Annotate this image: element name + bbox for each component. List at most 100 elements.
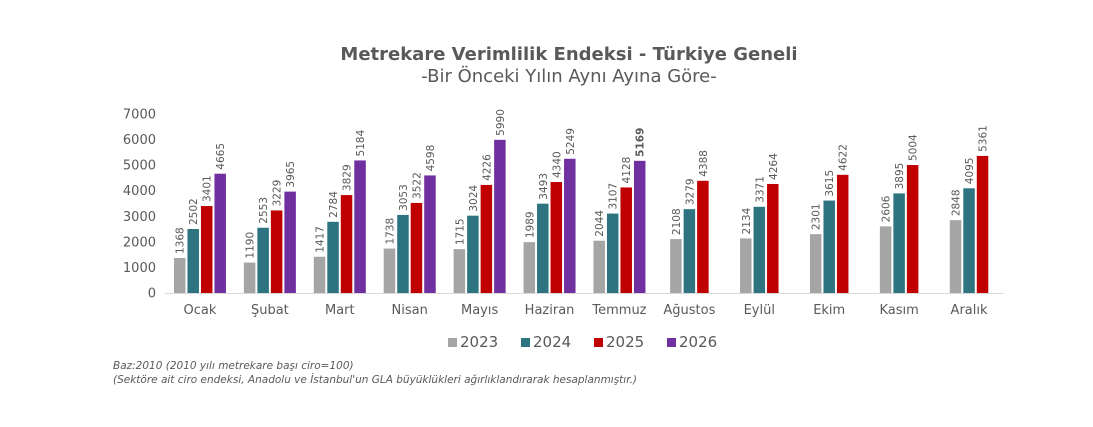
x-tick-label: Nisan — [392, 303, 428, 318]
bar-2024-Kasım — [893, 193, 905, 293]
data-label: 3024 — [468, 185, 480, 212]
bar-2025-Şubat — [270, 210, 283, 293]
y-tick-label: 7000 — [123, 108, 156, 123]
data-label: 5184 — [355, 129, 367, 156]
data-label: 5249 — [565, 128, 577, 155]
data-label: 5169 — [635, 128, 647, 157]
data-label: 4264 — [768, 153, 780, 180]
bar-2024-Şubat — [257, 227, 269, 293]
data-label: 1368 — [175, 227, 187, 254]
bar-2025-Haziran — [550, 182, 563, 293]
bar-2026-Temmuz — [633, 160, 646, 293]
bar-2024-Ocak — [187, 229, 199, 293]
x-tick-label: Mayıs — [461, 303, 498, 318]
legend-label: 2024 — [533, 333, 571, 351]
bar-2023-Aralık — [949, 220, 962, 293]
y-tick-label: 1000 — [123, 261, 156, 276]
bar-2024-Mayıs — [467, 215, 479, 293]
data-label: 5004 — [908, 134, 920, 161]
bar-2023-Nisan — [383, 248, 396, 293]
bar-2026-Ocak — [214, 173, 226, 293]
data-label: 4598 — [425, 145, 437, 172]
y-tick-label: 6000 — [123, 133, 156, 148]
y-tick-label: 3000 — [123, 210, 156, 225]
y-tick-label: 4000 — [123, 184, 156, 199]
data-label: 5990 — [495, 109, 507, 136]
x-tick-label: Kasım — [879, 303, 918, 318]
bar-2023-Eylül — [740, 238, 752, 293]
legend-label: 2023 — [460, 333, 498, 351]
bar-2024-Eylül — [753, 206, 766, 293]
bar-2023-Kasım — [879, 226, 892, 293]
data-label: 3615 — [824, 170, 836, 197]
data-label: 2134 — [741, 207, 753, 234]
legend-label: 2026 — [679, 333, 717, 351]
legend-swatch — [521, 338, 530, 347]
data-label: 3493 — [538, 173, 550, 200]
data-label: 4226 — [481, 154, 493, 181]
bar-2023-Mayıs — [453, 249, 466, 293]
bar-2023-Ağustos — [670, 239, 682, 293]
data-label: 4665 — [215, 143, 227, 170]
bar-2024-Aralık — [963, 188, 975, 293]
data-label: 3965 — [285, 161, 297, 188]
x-tick-label: Haziran — [525, 303, 575, 318]
data-label: 2301 — [811, 203, 823, 230]
data-label: 4095 — [964, 158, 976, 185]
bar-2024-Ekim — [823, 200, 835, 293]
bar-2025-Nisan — [410, 202, 423, 293]
data-label: 2044 — [594, 210, 606, 237]
bars-group — [173, 139, 989, 293]
bar-2025-Temmuz — [620, 187, 632, 293]
bar-2023-Ocak — [173, 258, 186, 293]
data-label: 4622 — [838, 144, 850, 171]
data-label: 4388 — [698, 150, 710, 177]
legend: 2023 2024 2025 2026 — [448, 333, 717, 351]
bar-2025-Ekim — [836, 174, 849, 293]
bar-2026-Şubat — [284, 191, 296, 293]
x-tick-label: Temmuz — [591, 303, 646, 318]
x-tick-label: Şubat — [251, 303, 289, 318]
data-label: 2502 — [188, 198, 200, 225]
x-tick-label: Ağustos — [663, 303, 715, 318]
bar-2025-Aralık — [976, 155, 989, 293]
data-label: 3829 — [342, 164, 354, 191]
data-label: 2553 — [258, 197, 270, 224]
data-label: 3371 — [754, 176, 766, 203]
x-axis: Ocak Şubat Mart Nisan Mayıs Haziran Temmuz Ağus… — [165, 293, 1004, 318]
legend-swatch — [594, 338, 603, 347]
chart-subtitle: -Bir Önceki Yılın Aynı Ayına Göre- — [421, 65, 716, 87]
bar-2024-Ağustos — [683, 209, 696, 293]
bar-2026-Mart — [354, 160, 366, 293]
data-label: 3229 — [272, 180, 284, 207]
data-label: 2606 — [881, 195, 893, 222]
y-tick-label: 2000 — [123, 235, 156, 250]
bar-2023-Haziran — [523, 242, 536, 293]
x-tick-label: Mart — [325, 303, 355, 318]
bar-2025-Ocak — [200, 206, 213, 293]
data-label: 3279 — [684, 178, 696, 205]
data-label: 3522 — [411, 172, 423, 199]
data-label: 5361 — [978, 125, 990, 152]
data-label: 2784 — [328, 191, 340, 218]
bar-2025-Ağustos — [697, 180, 709, 293]
data-label: 1190 — [245, 232, 257, 259]
data-label: 1989 — [524, 211, 536, 238]
bar-2025-Kasım — [906, 165, 919, 293]
x-tick-label: Ocak — [184, 303, 217, 318]
bar-2023-Ekim — [809, 234, 822, 293]
data-label: 1417 — [315, 226, 327, 253]
legend-swatch — [448, 338, 457, 347]
x-tick-label: Ekim — [813, 303, 845, 318]
data-label: 3401 — [202, 175, 214, 202]
legend-label: 2025 — [606, 333, 644, 351]
data-label: 4128 — [621, 157, 633, 184]
bar-2025-Eylül — [767, 183, 779, 293]
base-note: Baz:2010 (2010 yılı metrekare başı ciro=… — [113, 360, 354, 372]
y-tick-label: 0 — [148, 287, 156, 302]
data-label: 1715 — [454, 218, 466, 245]
bar-2026-Haziran — [564, 158, 576, 293]
bar-2026-Mayıs — [494, 139, 506, 293]
